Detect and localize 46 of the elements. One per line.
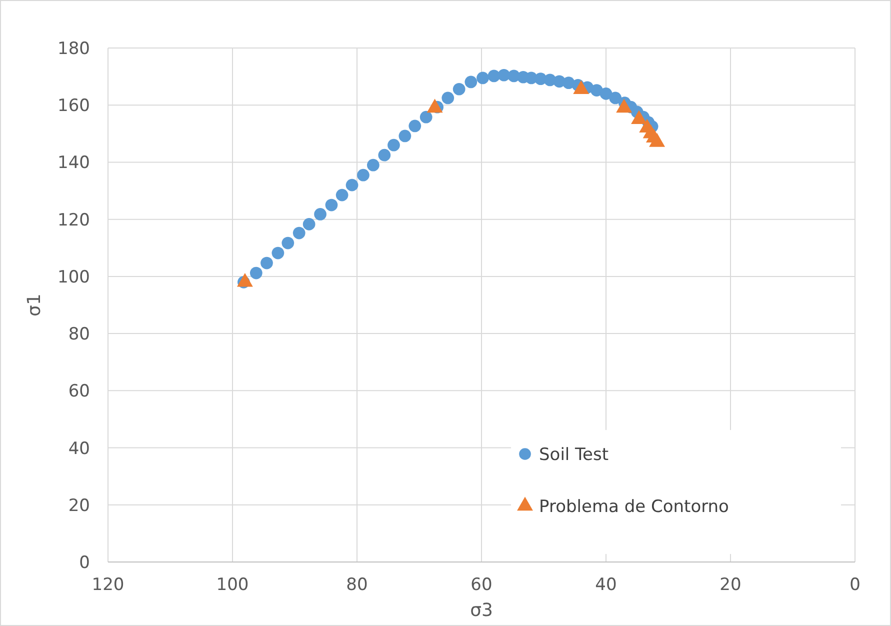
legend-label: Problema de Contorno <box>539 497 729 517</box>
point <box>357 168 370 182</box>
y-tick-label: 20 <box>68 496 90 516</box>
x-tick-label: 20 <box>720 575 742 595</box>
point <box>325 198 338 212</box>
y-tick-label: 180 <box>58 39 90 59</box>
point <box>609 92 622 104</box>
x-tick-label: 80 <box>346 575 368 595</box>
point <box>600 88 612 100</box>
point <box>336 188 348 202</box>
x-tick-label: 40 <box>595 575 617 595</box>
y-tick-label: 140 <box>58 153 90 174</box>
x-tick-label: 120 <box>92 575 124 595</box>
point <box>260 256 273 270</box>
point <box>250 266 262 280</box>
y-tick-label: 120 <box>58 210 90 230</box>
point <box>282 236 294 250</box>
point <box>292 226 306 240</box>
point <box>272 246 284 260</box>
y-tick-label: 100 <box>58 267 90 288</box>
point <box>476 72 489 84</box>
x-axis-title: σ3 <box>470 600 493 621</box>
point <box>302 218 316 230</box>
legend-label: Soil Test <box>539 445 609 465</box>
y-tick-label: 80 <box>68 324 90 345</box>
point <box>346 178 358 192</box>
point <box>498 68 510 82</box>
point <box>378 148 391 162</box>
point <box>442 92 454 104</box>
point <box>314 208 326 220</box>
point <box>388 138 400 152</box>
y-tick-label: 60 <box>68 382 90 402</box>
point <box>464 76 478 88</box>
x-tick-label: 100 <box>216 575 249 595</box>
point <box>488 70 500 82</box>
y-tick-label: 160 <box>58 96 90 116</box>
point <box>367 158 380 172</box>
y-axis-title: σ1 <box>24 294 45 316</box>
x-tick-label: 0 <box>850 575 860 595</box>
y-tick-label: 40 <box>68 438 90 459</box>
x-tick-label: 60 <box>470 575 492 595</box>
point <box>420 110 432 124</box>
y-tick-label: 0 <box>79 553 90 573</box>
point <box>408 120 422 132</box>
point <box>398 130 412 142</box>
point <box>452 82 466 96</box>
